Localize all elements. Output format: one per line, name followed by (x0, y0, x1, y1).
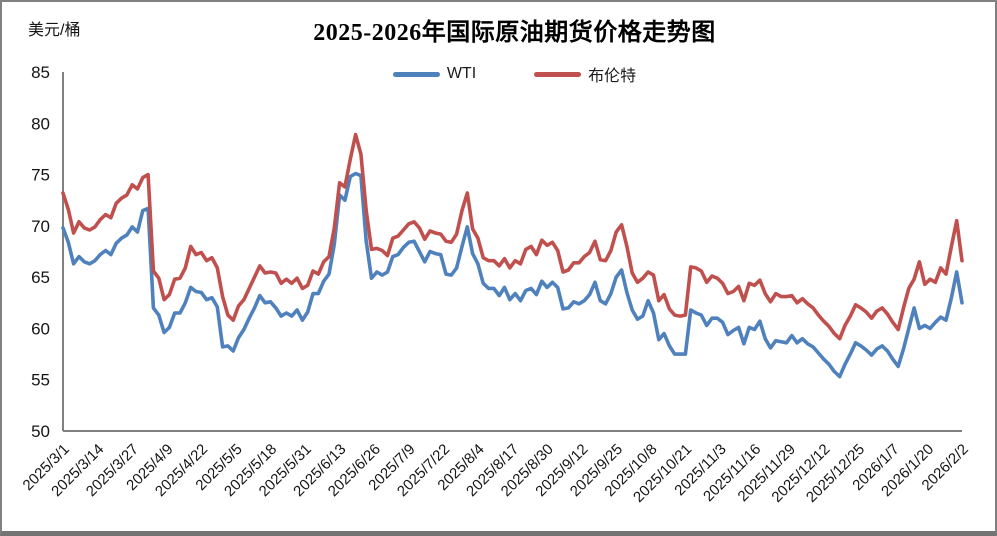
y-axis-tick-label: 70 (31, 217, 50, 236)
wti-price-line (61, 171, 964, 379)
legend-item-brent: 布伦特 (534, 62, 636, 86)
y-axis-tick-label: 85 (31, 63, 50, 82)
brent-price-line (61, 132, 964, 341)
y-axis-tick-label: 55 (31, 371, 50, 390)
legend-label-wti: WTI (446, 65, 477, 82)
wti-line-swatch (392, 71, 440, 77)
chart-title: 2025-2026年国际原油期货价格走势图 (313, 20, 716, 46)
y-axis-tick-label: 60 (31, 319, 50, 338)
y-axis-unit-label: 美元/桶 (28, 22, 81, 39)
legend: WTI 布伦特 (65, 62, 964, 86)
y-axis-tick-label: 65 (31, 268, 50, 287)
legend-item-wti: WTI (392, 65, 477, 83)
brent-line-swatch (534, 71, 582, 77)
y-axis-tick-label: 80 (31, 114, 50, 133)
y-axis-tick-label: 75 (31, 166, 50, 185)
y-axis-tick-label: 50 (31, 422, 50, 441)
legend-label-brent: 布伦特 (588, 68, 637, 85)
